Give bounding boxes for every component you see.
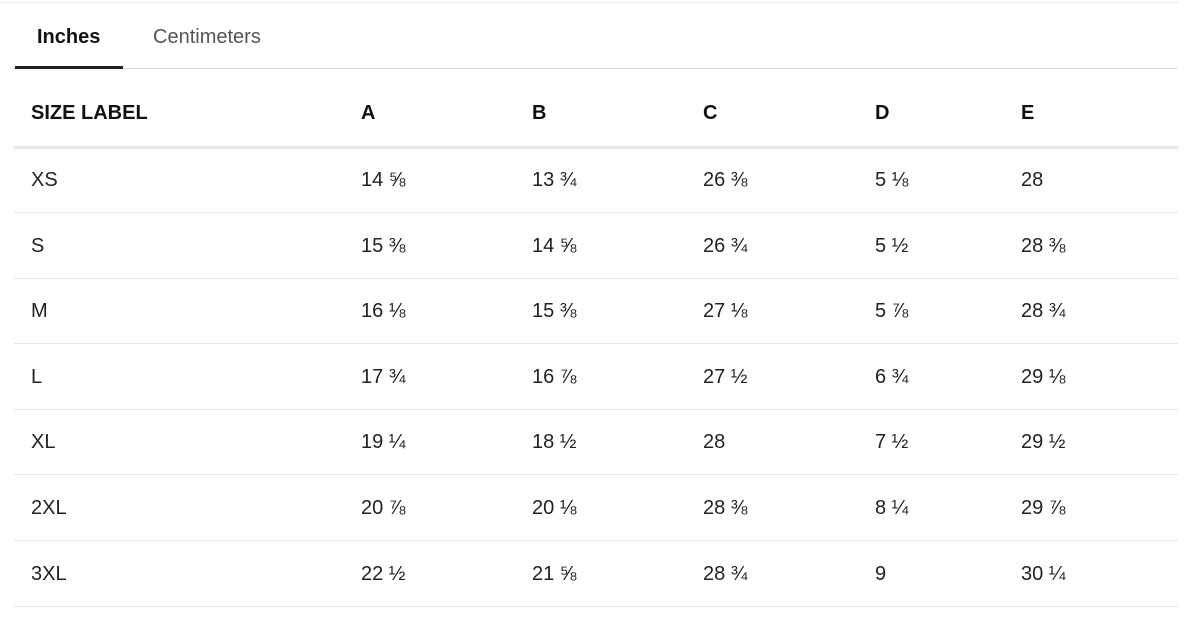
measurement: 28 (1021, 169, 1044, 191)
row-divider (14, 540, 1178, 541)
measurement: 6 ¾ (875, 365, 909, 388)
row-divider (14, 212, 1178, 213)
measurement: 15 ⅜ (532, 300, 577, 323)
column-header: A (361, 102, 376, 124)
row-divider (14, 474, 1178, 475)
measurement: 9 (875, 562, 887, 585)
measurement: 5 ½ (875, 234, 909, 257)
row-divider (14, 278, 1178, 279)
row-divider (14, 606, 1178, 607)
size-label: L (31, 365, 43, 388)
column-header: C (703, 102, 718, 124)
column-header: E (1021, 102, 1035, 124)
measurement: 26 ¾ (703, 234, 748, 257)
measurement: 27 ⅛ (703, 300, 748, 323)
measurement: 29 ½ (1021, 431, 1066, 454)
measurement: 28 ¾ (1021, 300, 1066, 323)
measurement: 28 ⅜ (1021, 234, 1066, 257)
size-label: 3XL (31, 562, 67, 585)
measurement: 14 ⅝ (361, 169, 406, 191)
measurement: 16 ⅛ (361, 300, 406, 323)
measurement: 19 ¼ (361, 431, 406, 454)
tab[interactable]: Inches (37, 26, 101, 48)
size-label: XL (31, 431, 56, 454)
tab-divider (14, 68, 1178, 69)
column-header: D (875, 102, 890, 124)
measurement: 17 ¾ (361, 365, 406, 388)
measurement: 20 ⅞ (361, 497, 406, 519)
top-border (0, 2, 1180, 3)
measurement: 28 (703, 431, 726, 454)
size-label: 2XL (31, 497, 67, 519)
measurement: 8 ¼ (875, 497, 909, 519)
measurement: 26 ⅜ (703, 169, 748, 191)
measurement: 14 ⅝ (532, 234, 577, 257)
measurement: 28 ¾ (703, 562, 748, 585)
tab[interactable]: Centimeters (153, 26, 261, 48)
measurement: 21 ⅝ (532, 562, 577, 585)
measurement: 28 ⅜ (703, 497, 748, 519)
measurement: 7 ½ (875, 431, 909, 454)
measurement: 20 ⅛ (532, 497, 577, 519)
measurement: 18 ½ (532, 431, 577, 454)
header-divider (14, 146, 1178, 149)
measurement: 30 ¼ (1021, 562, 1066, 585)
row-divider (14, 409, 1178, 410)
measurement: 16 ⅞ (532, 365, 577, 388)
measurement: 27 ½ (703, 365, 748, 388)
measurement: 5 ⅛ (875, 169, 909, 191)
measurement: 29 ⅛ (1021, 365, 1066, 388)
measurement: 29 ⅞ (1021, 497, 1066, 519)
active-tab-underline (15, 66, 123, 69)
measurement: 15 ⅜ (361, 234, 406, 257)
measurement: 22 ½ (361, 562, 406, 585)
column-header: B (532, 102, 547, 124)
measurement: 13 ¾ (532, 169, 577, 191)
size-label: S (31, 234, 45, 257)
size-label: M (31, 300, 48, 323)
row-divider (14, 343, 1178, 344)
measurement: 5 ⅞ (875, 300, 909, 323)
size-label: XS (31, 169, 58, 191)
column-header: SIZE LABEL (31, 102, 148, 124)
